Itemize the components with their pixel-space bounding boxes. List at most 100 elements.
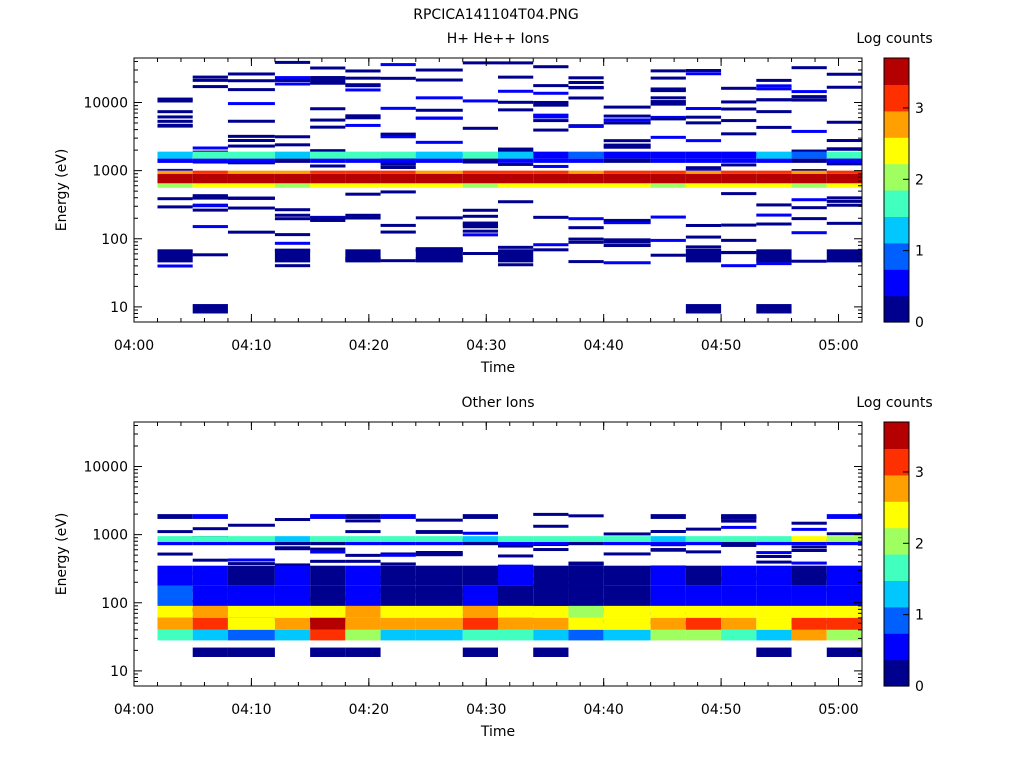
heatmap-cell (568, 629, 604, 641)
colorbar-segment (884, 207, 909, 211)
heatmap-cell (498, 151, 534, 159)
count-cell (380, 135, 416, 139)
colorbar-tick-label: 1 (915, 608, 924, 624)
heatmap-cell (380, 151, 416, 159)
colorbar-segment (884, 297, 909, 301)
count-cell (415, 550, 463, 554)
colorbar-segment (884, 212, 909, 215)
heatmap-cell (826, 170, 862, 174)
count-cell (274, 60, 311, 64)
count-cell (568, 514, 604, 518)
count-cell (721, 223, 757, 227)
colorbar-segment (884, 203, 909, 206)
count-cell (791, 548, 827, 552)
colorbar-label: Log counts (856, 31, 932, 47)
heatmap-cell (192, 158, 228, 163)
colorbar-segment (884, 576, 909, 579)
colorbar-segment (884, 580, 909, 584)
colorbar-segment (884, 444, 909, 447)
count-cell (345, 192, 381, 196)
count-cell (498, 554, 534, 558)
heatmap-cell (498, 565, 534, 586)
colorbar-segment (884, 181, 909, 184)
heatmap-cell (274, 585, 311, 606)
count-cell (415, 140, 463, 144)
colorbar-segment (884, 267, 909, 270)
colorbar-segment (884, 88, 909, 92)
colorbar-tick-label: 3 (915, 101, 924, 117)
count-cell (685, 139, 722, 143)
colorbar-segment (884, 633, 909, 636)
x-tick-label: 04:00 (114, 338, 154, 354)
colorbar-segment (884, 518, 909, 522)
x-tick-label: 04:10 (231, 702, 271, 718)
colorbar-segment (884, 311, 909, 314)
count-cell (462, 61, 498, 65)
colorbar-segment (884, 128, 909, 132)
count-cell (826, 139, 862, 143)
colorbar-segment (884, 538, 909, 542)
colorbar-label: Log counts (856, 395, 932, 411)
heatmap-cell (310, 617, 346, 630)
colorbar-segment (884, 172, 909, 176)
heatmap-cell (603, 629, 651, 641)
heatmap-cell (756, 249, 792, 263)
colorbar-segment (884, 214, 909, 217)
colorbar-segment (884, 611, 909, 614)
colorbar-segment (884, 278, 909, 281)
y-tick-label: 10 (110, 664, 128, 680)
count-cell (568, 96, 604, 100)
count-cell (756, 203, 792, 207)
heatmap-cell (533, 151, 569, 159)
count-cell (498, 89, 534, 93)
count-cell (310, 80, 346, 84)
heatmap-cell (826, 536, 862, 542)
heatmap-cell (274, 170, 311, 174)
count-cell (603, 552, 651, 556)
heatmap-cell (650, 541, 686, 546)
count-cell (380, 223, 416, 227)
heatmap-cell (345, 151, 381, 159)
count-cell (721, 192, 757, 196)
colorbar-segment (884, 102, 909, 105)
count-cell (157, 197, 193, 201)
heatmap-cell (603, 151, 651, 159)
colorbar-segment (884, 143, 909, 147)
heatmap-cell (227, 170, 275, 174)
colorbar-segment (884, 483, 909, 487)
colorbar-segment (884, 269, 909, 272)
heatmap-cell (533, 647, 569, 657)
count-cell (756, 98, 792, 102)
count-cell (227, 119, 275, 123)
count-cell (533, 100, 569, 104)
heatmap-cell (274, 605, 311, 618)
colorbar-segment (884, 115, 909, 118)
count-cell (415, 96, 463, 100)
panel-title: H+ He++ Ions (447, 31, 550, 47)
heatmap-cell (826, 565, 862, 586)
colorbar-segment (884, 657, 909, 661)
colorbar-segment (884, 264, 909, 268)
heatmap-cell (650, 151, 686, 159)
heatmap-cell (380, 536, 416, 542)
colorbar-segment (884, 174, 909, 178)
heatmap-cell (345, 541, 381, 546)
heatmap-cell (310, 158, 346, 163)
heatmap-cell (791, 170, 827, 174)
heatmap-cell (826, 151, 862, 159)
count-cell (533, 548, 569, 552)
x-tick-label: 04:20 (349, 702, 389, 718)
colorbar-segment (884, 198, 909, 202)
colorbar-segment (884, 558, 909, 562)
heatmap-cell (227, 585, 275, 606)
colorbar-segment (884, 661, 909, 665)
count-cell (345, 123, 381, 127)
heatmap-cell (274, 565, 311, 586)
colorbar-segment (884, 227, 909, 231)
heatmap-cell (157, 514, 193, 519)
heatmap-cell (227, 541, 275, 546)
count-cell (756, 78, 792, 82)
count-cell (826, 120, 862, 124)
count-cell (157, 205, 193, 209)
heatmap-cell (650, 536, 686, 542)
